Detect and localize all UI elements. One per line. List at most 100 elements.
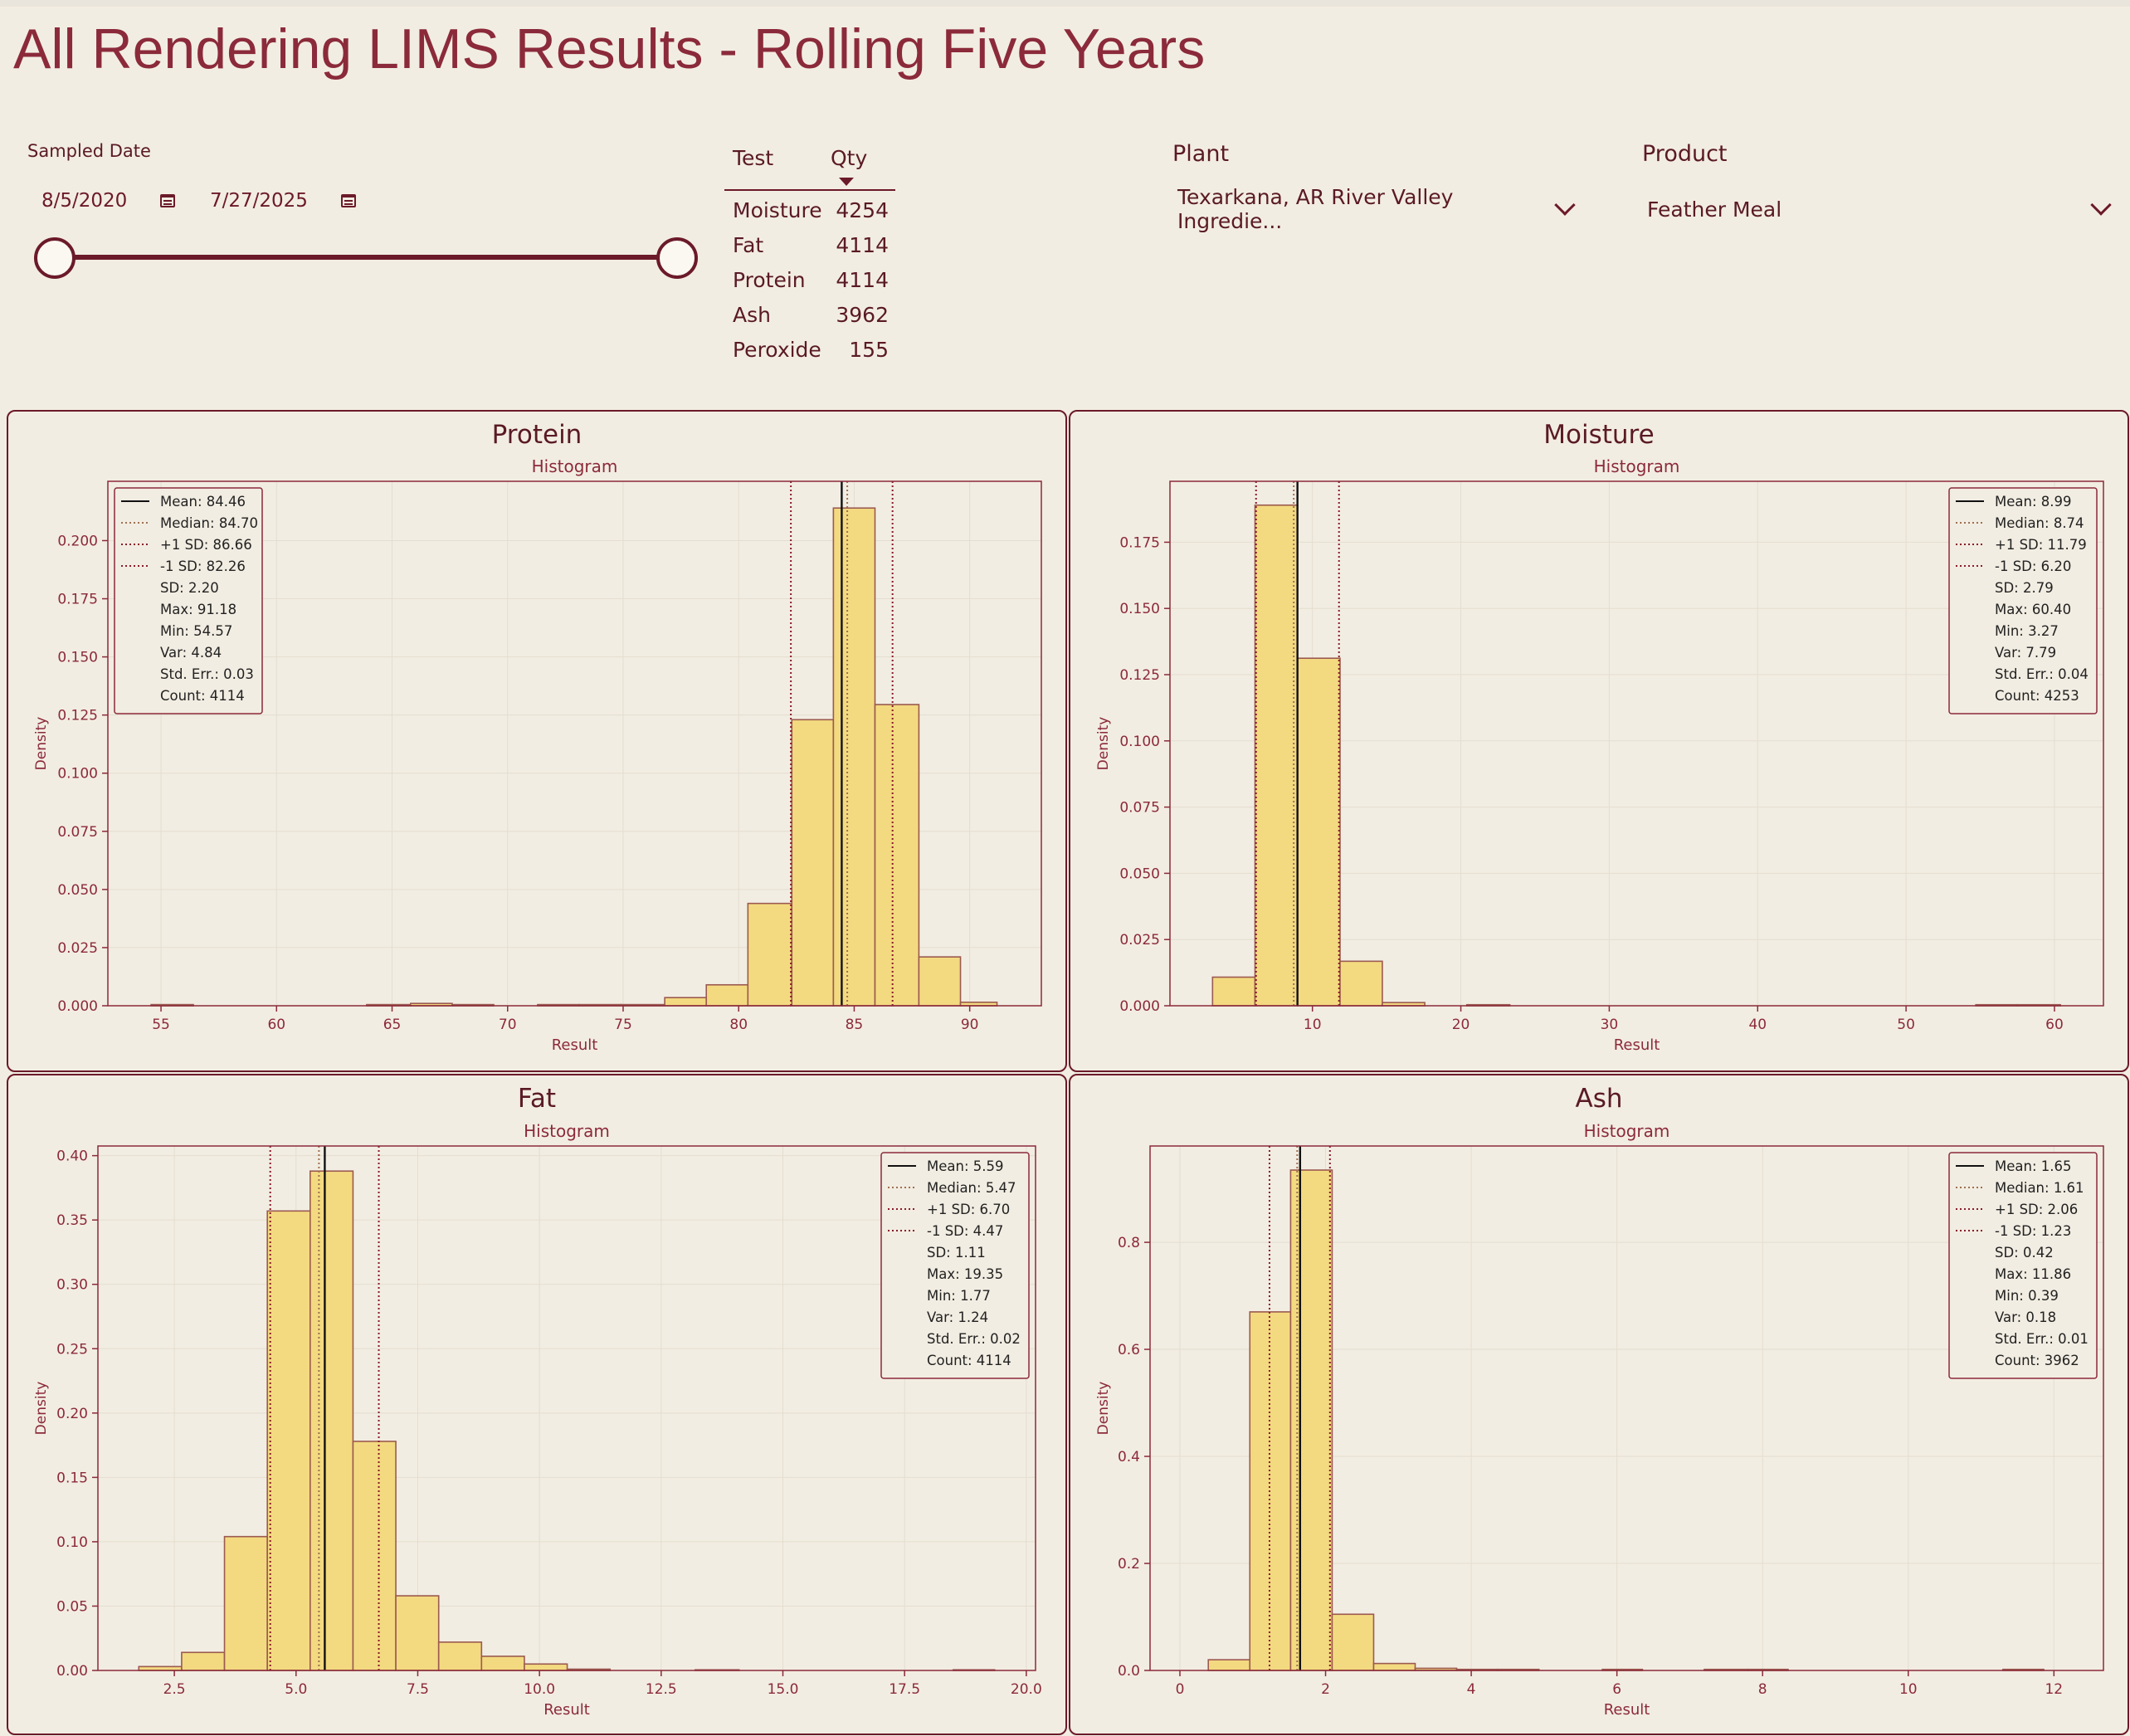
y-tick-label: 0.2 <box>1118 1556 1140 1573</box>
table-row[interactable]: Ash 3962 <box>724 297 895 332</box>
x-tick-label: 8 <box>1758 1681 1767 1698</box>
column-header-qty[interactable]: Qty <box>831 146 868 170</box>
legend-entry: SD: 0.42 <box>1995 1245 2054 1261</box>
histogram-bar <box>310 1170 354 1671</box>
chevron-down-icon[interactable] <box>1554 194 1576 216</box>
start-date-field[interactable]: 8/5/2020 <box>41 186 176 216</box>
x-tick-label: 15.0 <box>768 1681 799 1698</box>
histogram-bar <box>874 704 920 1007</box>
y-tick-label: 0.150 <box>57 650 98 666</box>
legend-entry: SD: 1.11 <box>927 1245 986 1261</box>
y-axis-label: Density <box>1095 717 1112 771</box>
legend-entry: +1 SD: 2.06 <box>1995 1202 2078 1217</box>
x-tick-label: 6 <box>1612 1681 1621 1698</box>
x-tick-label: 65 <box>383 1017 402 1033</box>
legend-entry: Var: 7.79 <box>1995 645 2056 661</box>
date-slider-track[interactable] <box>51 255 680 260</box>
calendar-icon[interactable] <box>160 194 176 207</box>
panel-title: Protein <box>491 420 582 450</box>
x-tick-label: 55 <box>152 1017 170 1033</box>
y-tick-label: 0.6 <box>1118 1342 1140 1358</box>
table-cell-qty: 4114 <box>836 232 889 257</box>
histogram-bar <box>1207 1659 1251 1671</box>
histogram-bar <box>747 902 793 1007</box>
plot-frame <box>1149 1145 2104 1671</box>
legend-entry: Min: 54.57 <box>160 623 232 639</box>
y-tick-label: 0.100 <box>1119 734 1160 750</box>
table-header: Test Qty <box>724 146 895 191</box>
column-header-test[interactable]: Test <box>733 146 774 170</box>
x-tick-label: 12 <box>2045 1681 2063 1698</box>
y-tick-label: 0.025 <box>1119 932 1160 948</box>
y-tick-label: 0.175 <box>1119 534 1160 551</box>
legend-entry: -1 SD: 82.26 <box>160 558 246 574</box>
histogram-chart: Histogram 2.5 5.0 7.5 10.0 12.5 15.0 17.5 20.0 0.… <box>33 1121 1042 1719</box>
y-tick-label: 0.05 <box>56 1598 88 1615</box>
top-border <box>0 0 2130 7</box>
plant-dropdown[interactable]: Texarkana, AR River Valley Ingredie... <box>1172 185 1579 233</box>
legend-entry: Max: 19.35 <box>927 1266 1003 1282</box>
histogram-bar <box>1211 976 1256 1007</box>
x-tick-label: 10 <box>1899 1681 1918 1698</box>
y-axis-label: Density <box>33 1382 50 1436</box>
table-cell-test: Peroxide <box>733 337 821 362</box>
legend-entry: Var: 4.84 <box>160 645 222 661</box>
table-cell-qty: 4114 <box>836 267 889 292</box>
histogram-bar <box>266 1210 311 1671</box>
histogram-chart: Histogram 55 60 65 70 75 80 85 90 0.000 0.025 0.050… <box>33 456 1042 1054</box>
plant-selected-value: Texarkana, AR River Valley Ingredie... <box>1177 185 1454 233</box>
legend-entry: Min: 0.39 <box>1995 1288 2059 1304</box>
y-tick-label: 0.4 <box>1118 1449 1140 1465</box>
sampled-date-label: Sampled Date <box>27 141 151 161</box>
legend-entry: Count: 3962 <box>1995 1353 2079 1368</box>
y-tick-label: 0.125 <box>57 708 98 724</box>
x-tick-label: 10 <box>1304 1017 1322 1033</box>
histogram-bar <box>1331 1613 1375 1671</box>
date-slider-end-handle[interactable] <box>656 237 698 279</box>
histogram-chart: Histogram 0 2 4 6 8 10 12 0.0 0.2 0.4 0.6 0.8 Result D… <box>1095 1121 2104 1719</box>
histogram-bar <box>181 1651 226 1671</box>
table-row[interactable]: Protein 4114 <box>724 262 895 297</box>
legend-entry: Std. Err.: 0.01 <box>1995 1331 2089 1347</box>
plot-frame <box>97 1145 1036 1671</box>
fat-chart-panel: Fat Histogram 2.5 5.0 7.5 10.0 12.5 15.0 17.5 20… <box>7 1074 1067 1735</box>
histogram-bar <box>791 719 835 1007</box>
legend-entry: Min: 3.27 <box>1995 623 2059 639</box>
legend-entry: Count: 4253 <box>1995 688 2079 704</box>
table-row[interactable]: Moisture 4254 <box>724 193 895 227</box>
product-label: Product <box>1642 141 1728 167</box>
end-date-field[interactable]: 7/27/2025 <box>210 186 356 216</box>
histogram-chart: Histogram 10 20 30 40 50 60 0.000 0.025 0.050 0.07… <box>1095 456 2104 1054</box>
y-tick-label: 0.10 <box>56 1534 88 1551</box>
y-axis-label: Density <box>33 717 50 771</box>
x-tick-label: 75 <box>614 1017 632 1033</box>
table-row[interactable]: Peroxide 155 <box>724 332 895 367</box>
y-tick-label: 0.175 <box>57 592 98 608</box>
y-tick-label: 0.150 <box>1119 601 1160 617</box>
table-cell-test: Protein <box>733 267 806 292</box>
product-dropdown[interactable]: Feather Meal <box>1642 191 2115 227</box>
legend-entry: +1 SD: 86.66 <box>160 537 252 553</box>
y-tick-label: 0.20 <box>56 1406 88 1422</box>
date-slider-start-handle[interactable] <box>34 237 76 279</box>
legend-entry: Mean: 1.65 <box>1995 1158 2072 1174</box>
chevron-down-icon[interactable] <box>2090 194 2112 216</box>
x-tick-label: 0 <box>1176 1681 1185 1698</box>
legend-box <box>1948 1152 2098 1379</box>
y-tick-label: 0.000 <box>1119 998 1160 1015</box>
moisture-chart-panel: Moisture Histogram 10 20 30 40 50 60 0.000 0.025… <box>1069 410 2129 1072</box>
y-tick-label: 0.35 <box>56 1212 88 1229</box>
x-tick-label: 40 <box>1748 1017 1767 1033</box>
y-tick-label: 0.25 <box>56 1341 88 1358</box>
table-row[interactable]: Fat 4114 <box>724 227 895 262</box>
histogram-bar <box>918 956 962 1007</box>
plot-frame <box>107 480 1042 1007</box>
panel-title: Fat <box>517 1084 557 1114</box>
start-date-value: 8/5/2020 <box>41 190 128 212</box>
sort-descending-icon <box>839 178 854 186</box>
legend-entry: +1 SD: 6.70 <box>927 1202 1010 1217</box>
chart-title: Histogram <box>1584 1121 1670 1141</box>
table-cell-test: Fat <box>733 232 764 257</box>
y-axis-label: Density <box>1095 1382 1112 1436</box>
calendar-icon[interactable] <box>340 194 356 207</box>
